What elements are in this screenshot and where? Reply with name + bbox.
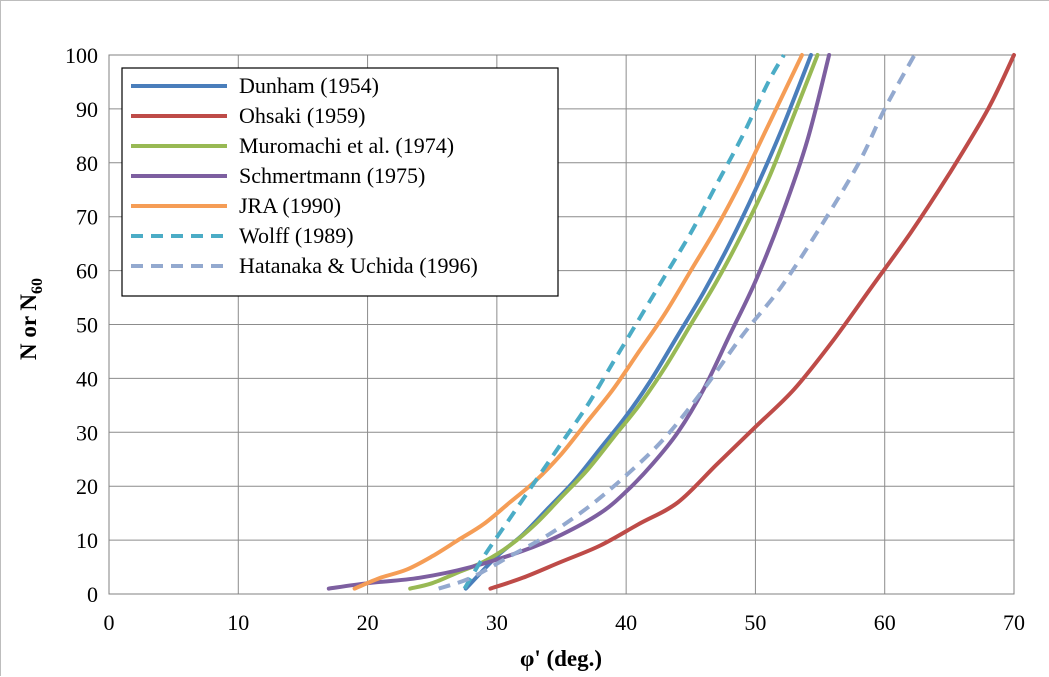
x-tick-labels: 0 10 20 30 40 50 60 70	[104, 610, 1026, 635]
legend-label-4: JRA (1990)	[239, 193, 341, 218]
x-tick-label: 70	[1003, 610, 1025, 635]
y-tick-label: 40	[76, 366, 98, 391]
y-tick-label: 90	[76, 97, 98, 122]
legend-label-5: Wolff (1989)	[239, 223, 354, 248]
legend-label-3: Schmertmann (1975)	[239, 163, 425, 188]
legend-label-6: Hatanaka & Uchida (1996)	[239, 253, 478, 278]
x-tick-label: 0	[104, 610, 115, 635]
y-tick-label: 100	[65, 43, 98, 68]
x-tick-label: 60	[874, 610, 896, 635]
legend-label-2: Muromachi et al. (1974)	[239, 133, 454, 158]
y-tick-label: 10	[76, 528, 98, 553]
y-tick-label: 60	[76, 259, 98, 284]
legend-label-1: Ohsaki (1959)	[239, 103, 365, 128]
y-axis-title-subscript: 60	[29, 278, 46, 294]
x-tick-label: 20	[357, 610, 379, 635]
y-tick-label: 20	[76, 474, 98, 499]
x-axis-title: φ' (deg.)	[520, 646, 602, 671]
series-line-1	[490, 55, 1014, 589]
legend-label-0: Dunham (1954)	[239, 73, 379, 98]
y-tick-label: 70	[76, 205, 98, 230]
y-axis-title: N or N60	[16, 278, 46, 360]
x-tick-label: 50	[744, 610, 766, 635]
x-tick-label: 30	[486, 610, 508, 635]
y-tick-label: 0	[87, 582, 98, 607]
y-tick-labels: 0 10 20 30 40 50 60 70 80 90 100	[65, 43, 98, 607]
y-tick-label: 50	[76, 313, 98, 338]
x-tick-label: 40	[615, 610, 637, 635]
y-tick-label: 80	[76, 151, 98, 176]
y-tick-label: 30	[76, 420, 98, 445]
legend: Dunham (1954) Ohsaki (1959) Muromachi et a…	[122, 68, 558, 296]
y-axis-title-main: N or N	[16, 294, 41, 360]
x-tick-label: 10	[227, 610, 249, 635]
